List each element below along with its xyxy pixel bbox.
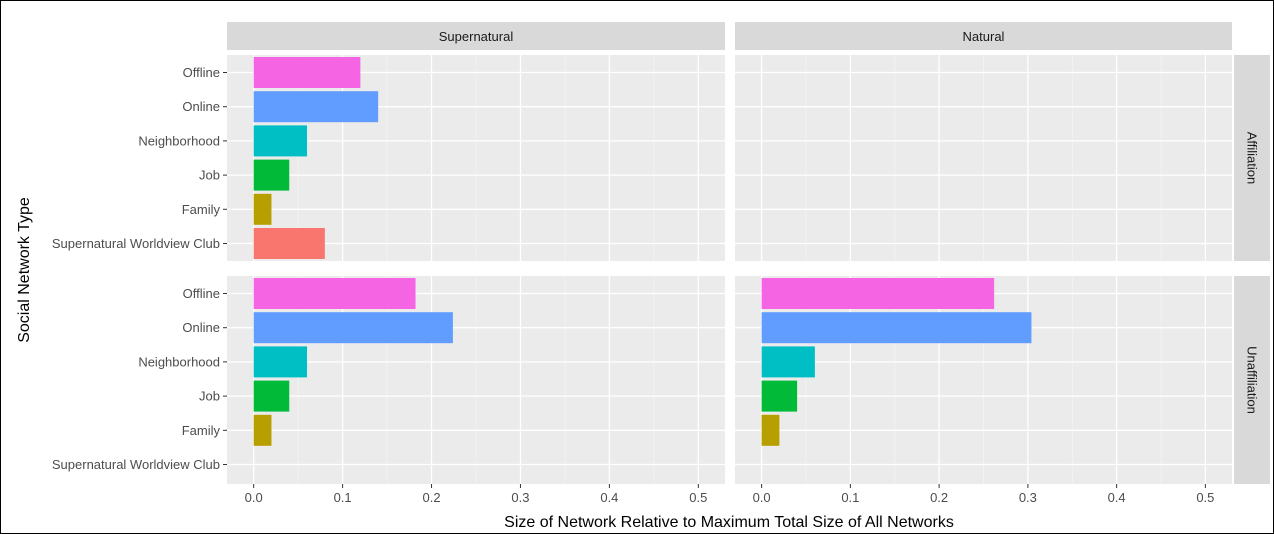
bar-family	[253, 193, 272, 225]
panels-layer: Supernatural Natural Affiliation Unaffiliat…	[52, 22, 1270, 505]
x-tick-label: 0.3	[511, 490, 529, 505]
y-tick-label: Neighborhood	[138, 133, 220, 148]
facet-strip-unaffiliation	[1234, 276, 1270, 484]
x-tick-label: 0.4	[1108, 490, 1126, 505]
y-tick-label: Neighborhood	[138, 354, 220, 369]
y-tick-label: Offline	[183, 286, 220, 301]
panel-natural-unaffiliation	[735, 276, 1232, 484]
y-tick-label: Family	[182, 423, 221, 438]
bar-family	[761, 414, 780, 446]
y-tick-label: Offline	[183, 65, 220, 80]
x-tick-label: 0.2	[930, 490, 948, 505]
x-tick-label: 0.3	[1019, 490, 1037, 505]
bar-job	[761, 380, 798, 412]
bar-online	[761, 312, 1032, 344]
y-tick-label: Online	[182, 99, 220, 114]
x-tick-label: 0.5	[689, 490, 707, 505]
bar-family	[253, 414, 272, 446]
bar-offline	[253, 278, 416, 309]
y-tick-label: Job	[199, 389, 220, 404]
y-tick-label: Online	[182, 320, 220, 335]
bar-job	[253, 159, 290, 191]
facet-strip-natural	[735, 22, 1232, 50]
y-tick-label: Supernatural Worldview Club	[52, 457, 220, 472]
bar-offline	[761, 278, 995, 309]
y-tick-label: Supernatural Worldview Club	[52, 236, 220, 251]
bar-neighborhood	[253, 125, 308, 157]
panel-supernatural-affiliation	[227, 55, 725, 261]
y-axis-title: Social Network Type	[16, 197, 33, 343]
facet-strip-label: Natural	[963, 29, 1005, 44]
bar-online	[253, 312, 453, 344]
x-tick-label: 0.4	[600, 490, 618, 505]
bar-offline	[253, 57, 361, 88]
x-tick-label: 0.0	[753, 490, 771, 505]
facet-row-label: Unaffiliation	[1245, 346, 1260, 414]
x-tick-label: 0.0	[245, 490, 263, 505]
bar-job	[253, 380, 290, 412]
y-tick-label: Family	[182, 202, 221, 217]
bar-supernatural-worldview-club	[253, 228, 325, 259]
bar-neighborhood	[253, 346, 308, 378]
y-tick-label: Job	[199, 168, 220, 183]
x-tick-label: 0.1	[334, 490, 352, 505]
x-axis-title: Size of Network Relative to Maximum Tota…	[504, 514, 954, 531]
x-tick-label: 0.1	[841, 490, 859, 505]
x-tick-label: 0.5	[1196, 490, 1214, 505]
bar-neighborhood	[761, 346, 815, 378]
bar-online	[253, 91, 379, 123]
facet-row-label: Affiliation	[1245, 132, 1260, 185]
panel-natural-affiliation	[735, 55, 1232, 261]
facet-strip-supernatural	[227, 22, 725, 50]
facet-strip-label: Supernatural	[439, 29, 514, 44]
x-tick-label: 0.2	[422, 490, 440, 505]
facet-strip-affiliation	[1234, 55, 1270, 261]
panel-supernatural-unaffiliation	[227, 276, 725, 484]
